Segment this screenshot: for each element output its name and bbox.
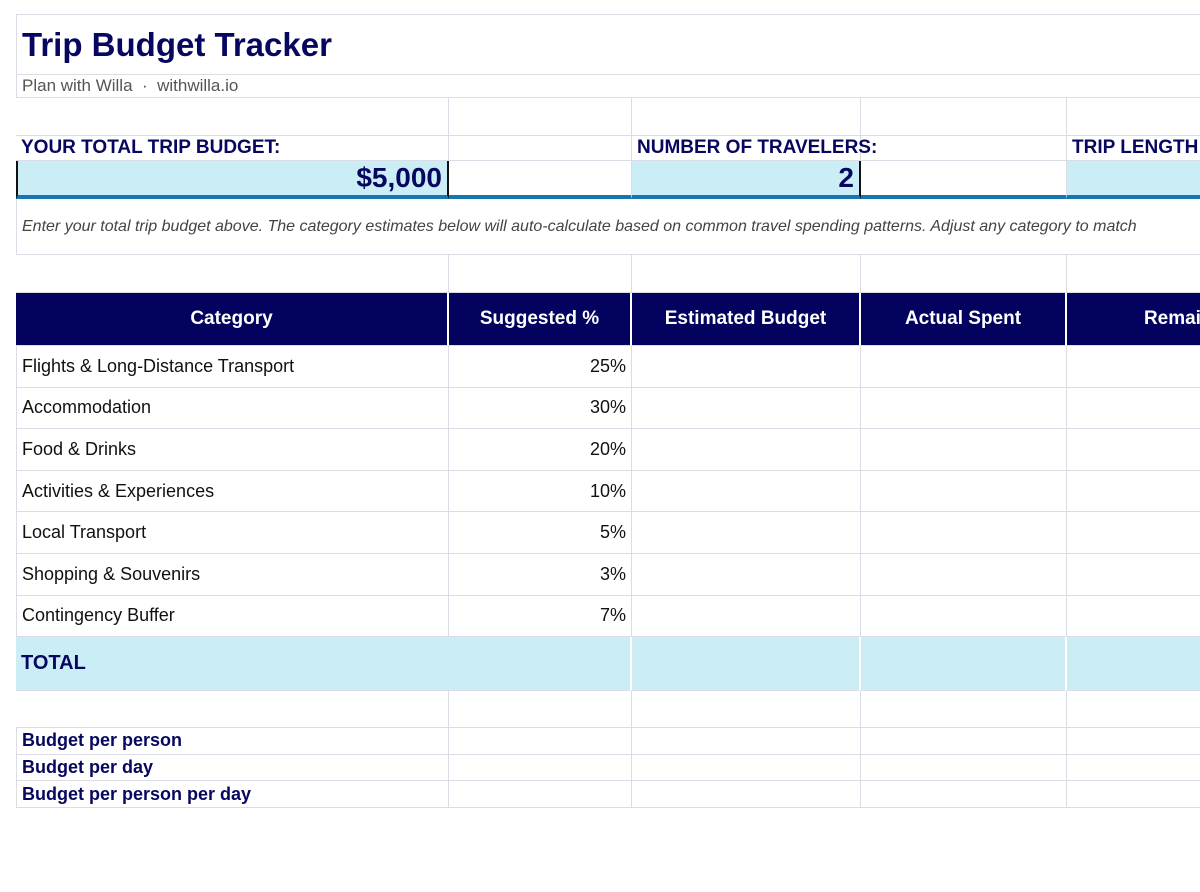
summary-label: Budget per person per day (16, 781, 449, 809)
subtitle: Plan with Willa · withwilla.io (16, 75, 1200, 98)
cell (1067, 98, 1200, 136)
cell (632, 255, 861, 293)
cell (449, 691, 632, 728)
cell (449, 781, 632, 809)
input-value: $5,000 (16, 161, 449, 199)
cell (1067, 471, 1200, 513)
cell (861, 346, 1067, 388)
cell (632, 98, 861, 136)
cell (632, 387, 861, 430)
note: Enter your total trip budget above. The … (16, 199, 1200, 255)
cell (861, 691, 1067, 728)
cell (16, 98, 449, 136)
percent: 5% (449, 512, 632, 554)
cell (632, 346, 861, 388)
category: Activities & Experiences (16, 470, 449, 513)
cell (632, 637, 861, 691)
cell (1067, 781, 1200, 809)
input-label: YOUR TOTAL TRIP BUDGET: (16, 136, 449, 161)
cell (861, 512, 1067, 554)
percent: 30% (449, 387, 632, 430)
cell (632, 470, 861, 513)
percent: 7% (449, 595, 632, 638)
category: Food & Drinks (16, 429, 449, 471)
cell (1067, 691, 1200, 728)
cell (861, 429, 1067, 471)
column-header: Remaining (1067, 293, 1200, 346)
cell (1067, 255, 1200, 293)
category: Shopping & Souvenirs (16, 554, 449, 596)
cell (861, 387, 1067, 430)
cell (1067, 637, 1200, 691)
cell (449, 161, 632, 199)
column-header: Estimated Budget (632, 293, 861, 346)
column-header: Suggested % (449, 293, 632, 346)
cell (449, 754, 632, 782)
category: Contingency Buffer (16, 595, 449, 638)
input-label: TRIP LENGTH (1067, 136, 1200, 161)
input-value (1067, 161, 1200, 199)
percent: 3% (449, 554, 632, 596)
column-header: Category (16, 293, 449, 346)
category: Flights & Long-Distance Transport (16, 346, 449, 388)
cell (632, 728, 861, 755)
border (16, 14, 1200, 15)
cell (1067, 429, 1200, 471)
input-value: 2 (632, 161, 861, 199)
cell (632, 754, 861, 782)
cell (449, 637, 632, 691)
total-label: TOTAL (16, 637, 449, 691)
cell (16, 691, 449, 728)
cell (861, 637, 1067, 691)
percent: 10% (449, 470, 632, 513)
cell (449, 136, 632, 161)
cell (861, 728, 1067, 755)
category: Local Transport (16, 512, 449, 554)
cell (632, 554, 861, 596)
summary-label: Budget per person (16, 728, 449, 755)
cell (861, 754, 1067, 782)
input-label: NUMBER OF TRAVELERS: (632, 136, 877, 161)
cell (861, 136, 1067, 161)
cell (449, 98, 632, 136)
cell (632, 429, 861, 471)
cell (1067, 596, 1200, 638)
cell (1067, 728, 1200, 755)
cell (1067, 554, 1200, 596)
cell (861, 781, 1067, 809)
cell (632, 781, 861, 809)
cell (449, 255, 632, 293)
column-header: Actual Spent (861, 293, 1067, 346)
summary-label: Budget per day (16, 754, 449, 782)
cell (861, 470, 1067, 513)
percent: 20% (449, 429, 632, 471)
cell (861, 255, 1067, 293)
cell (861, 554, 1067, 596)
cell (1067, 755, 1200, 782)
percent: 25% (449, 346, 632, 388)
cell (1067, 512, 1200, 554)
cell (449, 728, 632, 755)
title: Trip Budget Tracker (16, 15, 1200, 75)
cell (632, 691, 861, 728)
cell (1067, 388, 1200, 430)
category: Accommodation (16, 387, 449, 430)
cell (632, 512, 861, 554)
cell (1067, 346, 1200, 388)
cell (861, 161, 1067, 199)
cell (16, 255, 449, 293)
cell (632, 595, 861, 638)
cell (861, 595, 1067, 638)
cell (861, 98, 1067, 136)
